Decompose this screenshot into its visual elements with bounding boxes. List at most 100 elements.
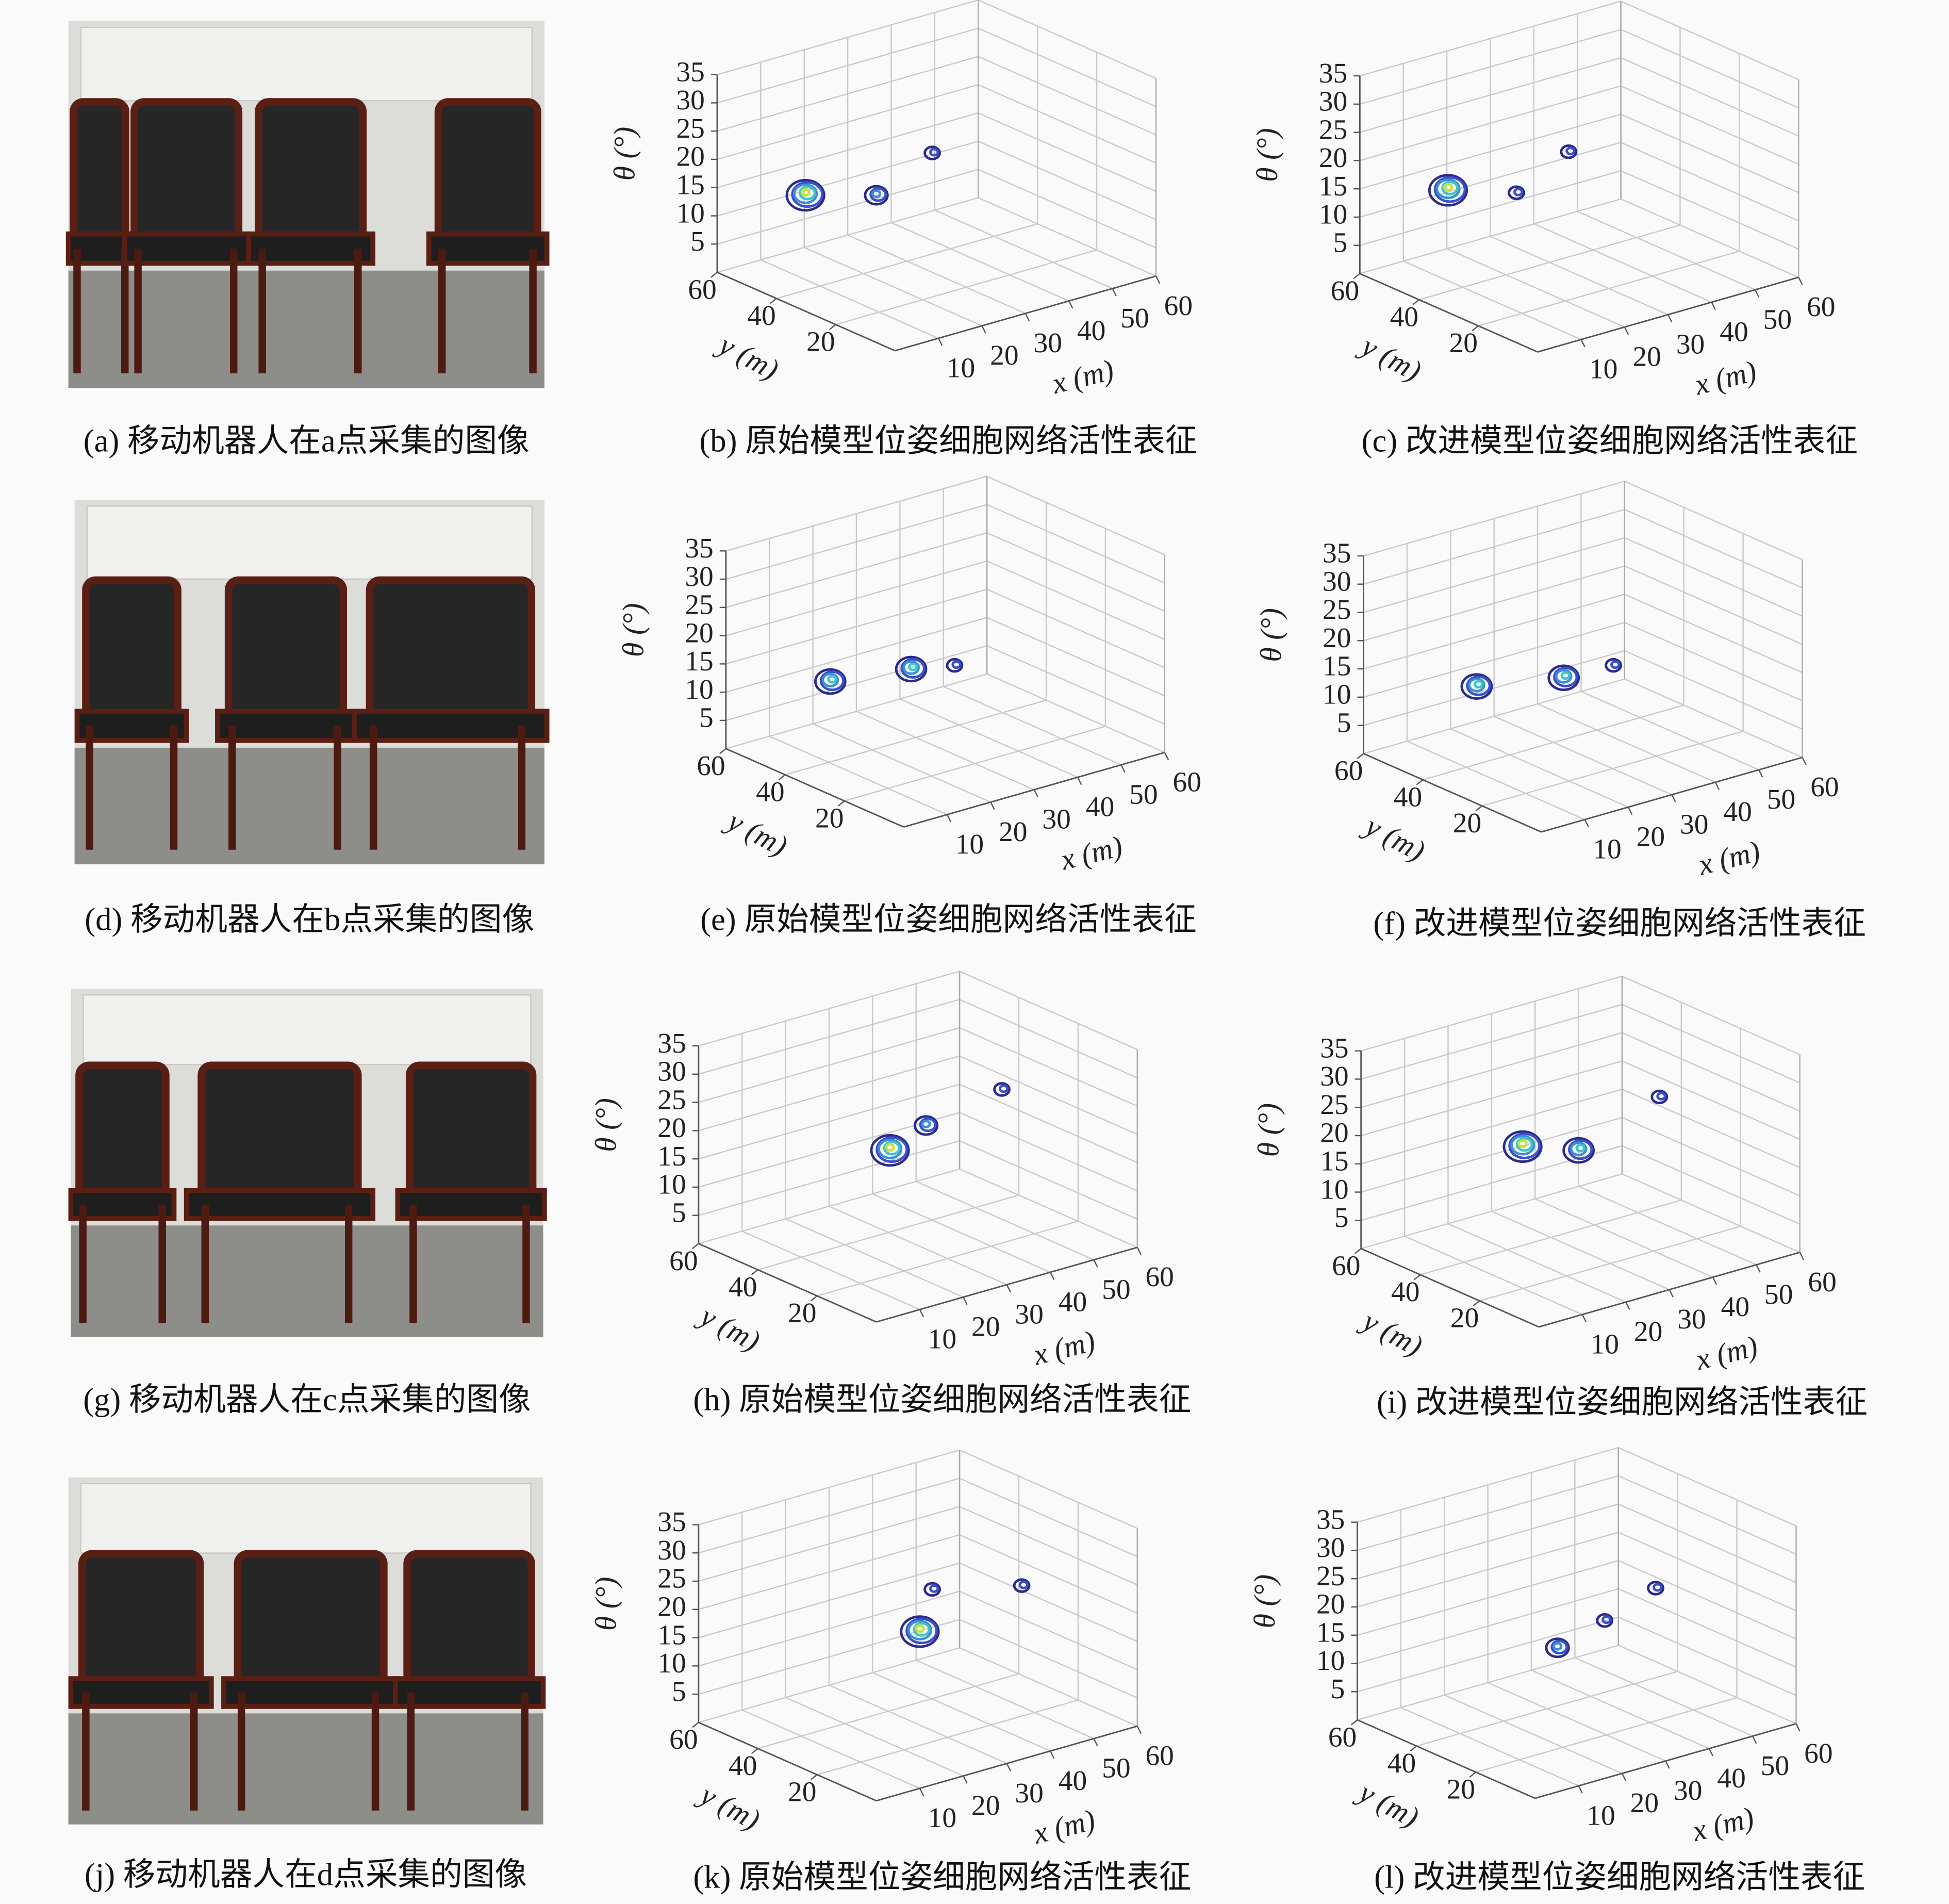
photo-window <box>80 26 533 102</box>
x-axis-label: x (m) <box>1030 1324 1099 1371</box>
grid-line <box>1357 1588 1619 1664</box>
y-tick-label: 60 <box>669 1245 698 1276</box>
x-tick-label: 30 <box>1015 1777 1043 1809</box>
chart-caption: (f) 改进模型位姿细胞网络活性表征 <box>1373 905 1866 941</box>
chair-seat <box>215 709 357 743</box>
grid-line <box>776 223 1038 299</box>
tick-mark <box>1578 1785 1583 1794</box>
grid-line <box>844 726 1106 802</box>
contour-ring <box>1550 1639 1568 1655</box>
y-tick-label: 20 <box>788 1297 816 1328</box>
contour-ring <box>900 1615 940 1648</box>
y-axis-label: y (m) <box>720 803 793 863</box>
contour-ring <box>999 1084 1009 1093</box>
tick-mark <box>1049 1750 1055 1759</box>
contour-ring <box>793 183 818 204</box>
activity-blob <box>864 185 889 206</box>
contour-ring <box>1562 1137 1595 1164</box>
chair-back <box>75 1061 170 1209</box>
activity-blob <box>993 1082 1011 1097</box>
z-tick-label: 25 <box>1320 1089 1348 1120</box>
tick-mark <box>1006 1284 1011 1293</box>
grid-line <box>1357 1645 1619 1721</box>
grid-line <box>978 197 1157 277</box>
contour-ring <box>1560 671 1571 680</box>
grid-line <box>835 249 1097 325</box>
tick-mark <box>1164 752 1169 760</box>
chair-seat <box>68 1676 214 1709</box>
y-axis-label: y (m) <box>1354 327 1427 387</box>
grid-line <box>959 1647 1138 1727</box>
tick-mark <box>829 324 836 330</box>
tick-mark <box>1155 275 1161 284</box>
tick-mark <box>1112 288 1117 297</box>
x-tick-label: 20 <box>1637 820 1665 852</box>
contour-ring <box>827 675 837 684</box>
x-tick-label: 30 <box>1015 1298 1043 1329</box>
contour-ring <box>929 1584 939 1593</box>
tick-mark <box>1093 1259 1098 1268</box>
grid-line <box>959 1534 1138 1614</box>
contour-ring <box>1435 178 1461 200</box>
z-tick-label: 30 <box>685 561 713 592</box>
tick-mark <box>778 774 786 780</box>
z-tick-label: 20 <box>1319 142 1347 173</box>
tick-mark <box>938 338 943 346</box>
z-tick-label: 10 <box>676 197 704 228</box>
z-axis-label: θ (°) <box>608 127 641 181</box>
x-tick-label: 10 <box>1591 1328 1619 1359</box>
grid-line <box>1416 1670 1678 1747</box>
tick-mark <box>692 1243 699 1250</box>
grid-line <box>978 0 1157 79</box>
contour-ring <box>913 1622 931 1637</box>
x-tick-label: 40 <box>1086 791 1114 823</box>
grid-line <box>817 1220 1079 1296</box>
photo <box>68 989 547 1337</box>
y-tick-label: 60 <box>1328 1721 1357 1752</box>
x-axis-label: x (m) <box>1688 1800 1757 1848</box>
grid-line <box>1407 741 1585 820</box>
grid-line <box>717 140 979 217</box>
grid-line <box>1475 1697 1737 1773</box>
grid-line <box>1478 250 1740 326</box>
chair-back <box>403 1550 535 1697</box>
activity-blob <box>1605 658 1622 673</box>
z-tick-label: 35 <box>1319 57 1347 89</box>
grid-line <box>959 1619 1138 1699</box>
grid-line <box>698 1449 960 1525</box>
activity-blob <box>900 1615 940 1648</box>
grid-line <box>1622 1173 1801 1253</box>
tick-mark <box>1469 1771 1477 1778</box>
grid-line <box>1618 1645 1796 1725</box>
z-tick-label: 15 <box>657 1140 686 1172</box>
grid-line <box>698 1027 960 1103</box>
activity-blob <box>1013 1578 1031 1593</box>
y-tick-label: 60 <box>1332 1250 1360 1281</box>
grid-line <box>1531 1669 1710 1749</box>
activity-blob <box>1545 1637 1570 1659</box>
grid-line <box>1361 1060 1623 1137</box>
grid-line <box>959 999 1138 1079</box>
grid-line <box>829 1684 1007 1764</box>
tick-mark <box>963 1776 968 1784</box>
contour-ring <box>1575 1143 1585 1153</box>
tick-mark <box>1798 277 1803 285</box>
activity-blob <box>923 145 941 160</box>
grid-line <box>1361 1004 1623 1080</box>
x-tick-label: 60 <box>1164 290 1193 321</box>
tick-mark <box>1758 769 1763 778</box>
chair-seat <box>352 709 550 743</box>
chair-seat <box>426 231 550 266</box>
grid-line <box>872 1193 1051 1273</box>
y-tick-label: 20 <box>788 1776 816 1807</box>
chair-seat <box>246 231 376 266</box>
grid-line <box>1363 678 1625 754</box>
grid-line <box>1423 704 1684 781</box>
y-axis-label: y (m) <box>1356 1303 1428 1363</box>
x-tick-label: 20 <box>1634 1316 1662 1347</box>
contour-ring <box>785 179 825 212</box>
grid-line <box>934 209 1113 289</box>
y-axis-label: y (m) <box>1358 808 1430 867</box>
grid-line <box>1363 481 1625 557</box>
grid-line <box>986 673 1165 753</box>
